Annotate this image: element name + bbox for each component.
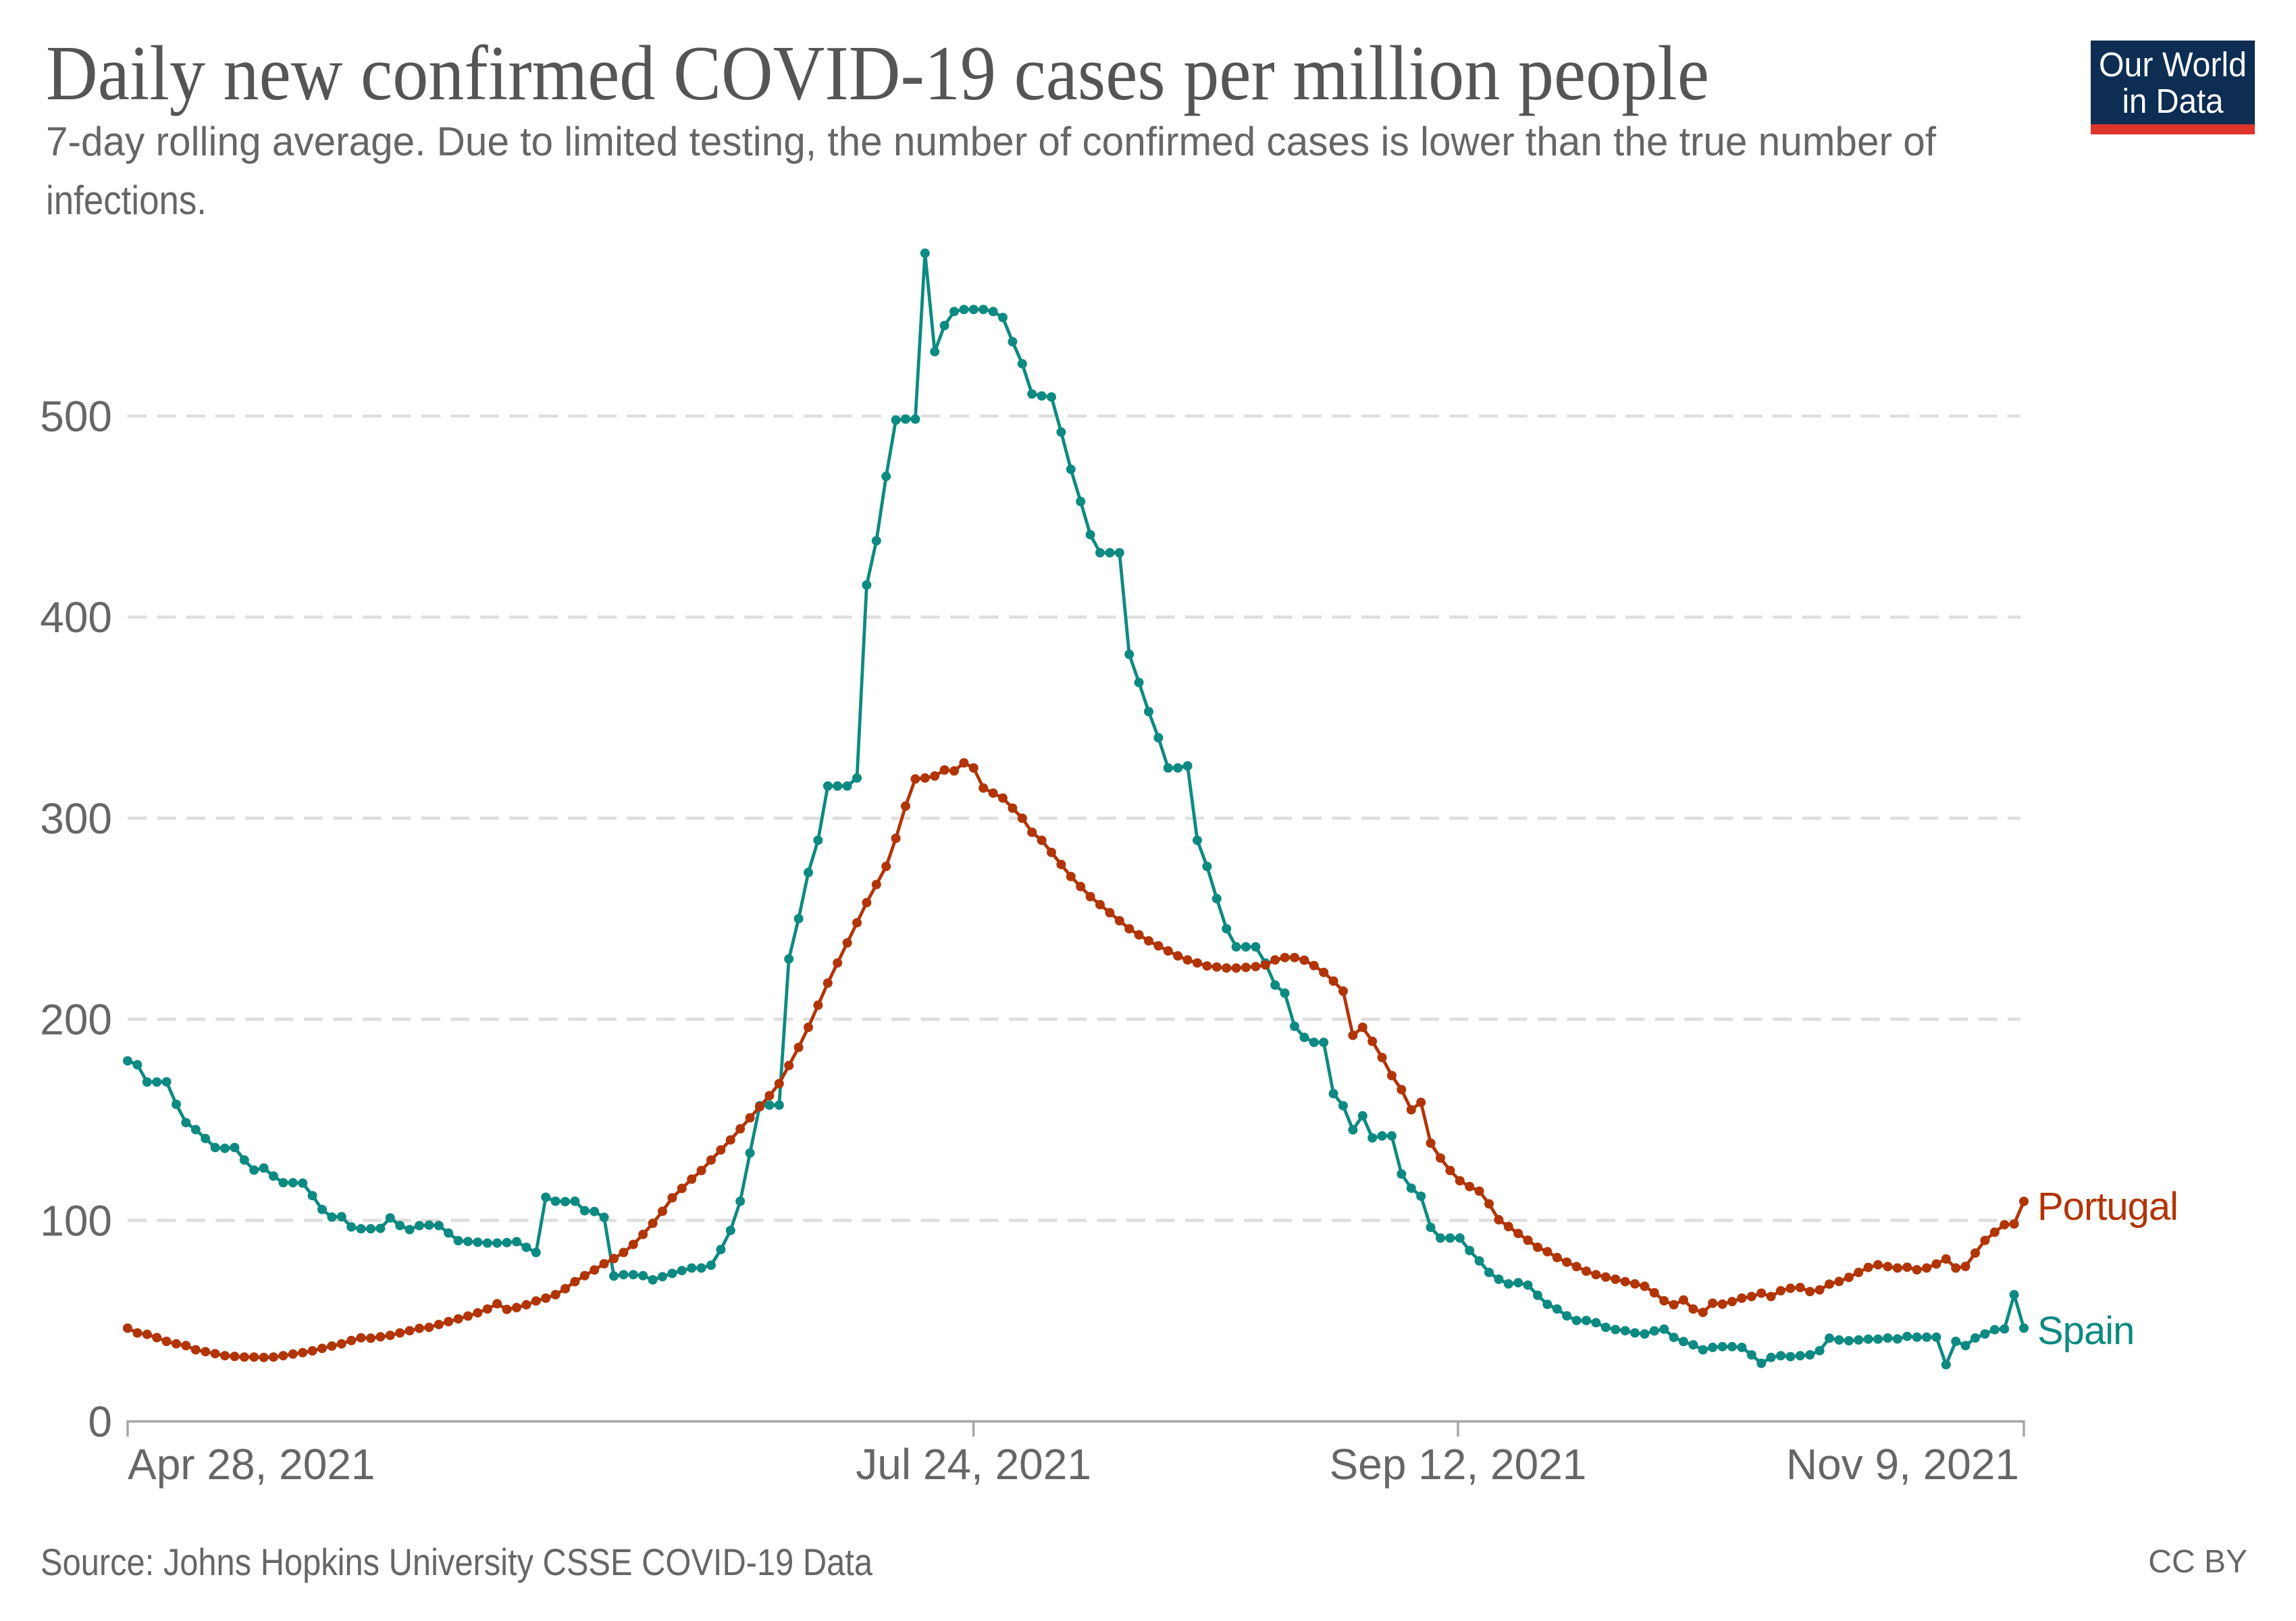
svg-text:100: 100 [40,1196,112,1245]
svg-text:in Data: in Data [2122,82,2224,120]
svg-text:Our World: Our World [2099,45,2247,84]
svg-text:500: 500 [40,392,112,441]
svg-text:Spain: Spain [2037,1309,2134,1353]
svg-text:Jul 24, 2021: Jul 24, 2021 [856,1440,1091,1489]
svg-text:Apr 28, 2021: Apr 28, 2021 [128,1440,375,1489]
svg-text:7-day rolling average. Due to: 7-day rolling average. Due to limited te… [46,119,1936,164]
svg-text:Portugal: Portugal [2037,1185,2178,1229]
svg-text:300: 300 [40,794,112,843]
svg-text:CC BY: CC BY [2148,1544,2247,1580]
svg-text:Source: Johns Hopkins Universi: Source: Johns Hopkins University CSSE CO… [41,1541,873,1583]
svg-text:Sep 12, 2021: Sep 12, 2021 [1330,1440,1587,1489]
svg-text:infections.: infections. [46,178,207,223]
svg-text:0: 0 [88,1397,112,1446]
svg-text:Nov 9, 2021: Nov 9, 2021 [1786,1440,2019,1489]
svg-text:400: 400 [40,593,112,642]
svg-text:200: 200 [40,996,112,1044]
svg-text:Daily new confirmed COVID-19 c: Daily new confirmed COVID-19 cases per m… [46,30,1709,117]
